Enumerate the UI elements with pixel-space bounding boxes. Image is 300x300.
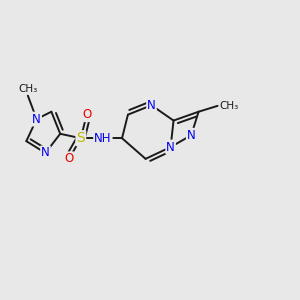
Text: CH₃: CH₃ [18, 84, 38, 94]
Text: N: N [166, 141, 175, 154]
Text: S: S [76, 131, 85, 145]
Text: N: N [32, 112, 41, 126]
Text: N: N [41, 146, 50, 159]
Text: O: O [82, 108, 91, 121]
Text: CH₃: CH₃ [219, 101, 238, 111]
Text: O: O [64, 152, 74, 165]
Text: N: N [187, 129, 196, 142]
Text: NH: NH [94, 132, 112, 145]
Text: N: N [147, 99, 156, 112]
